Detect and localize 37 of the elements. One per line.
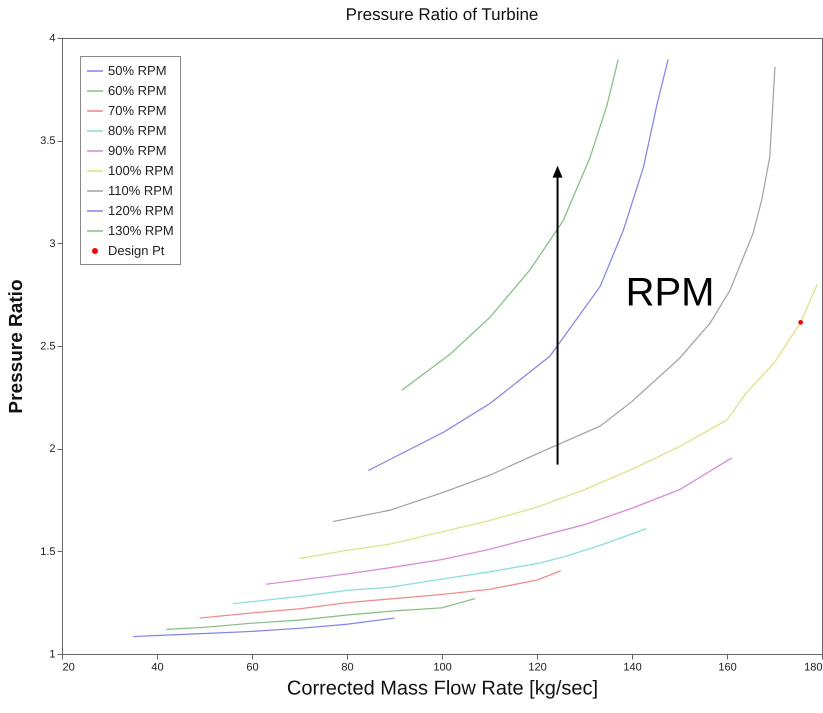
legend-label: Design Pt [108, 243, 165, 258]
x-tick-label: 80 [341, 662, 354, 674]
x-tick-label: 60 [246, 662, 259, 674]
line-series [232, 528, 647, 604]
x-tick-label: 120 [528, 662, 547, 674]
line-series [401, 58, 619, 391]
legend-label: 70% RPM [108, 103, 167, 118]
line-series [132, 617, 396, 638]
line-series [166, 598, 476, 630]
line-series [332, 66, 776, 522]
legend-label: 110% RPM [108, 183, 173, 198]
y-tick-label: 3.5 [40, 135, 56, 148]
y-tick-label: 2.5 [40, 340, 56, 352]
y-tick-label: 1.5 [40, 546, 56, 558]
y-tick-label: 1 [49, 648, 56, 660]
x-tick-label: 40 [151, 662, 164, 674]
x-axis-title: Corrected Mass Flow Rate [kg/sec] [286, 678, 598, 700]
legend-label: 90% RPM [108, 143, 167, 158]
legend-label: 80% RPM [108, 123, 167, 138]
x-tick-label: 140 [623, 662, 642, 674]
y-axis-title: Pressure Ratio [6, 279, 28, 414]
legend-label: 130% RPM [108, 223, 174, 238]
legend-label: 120% RPM [108, 203, 174, 218]
line-series [266, 457, 732, 585]
annotation: RPM [626, 270, 714, 315]
y-tick-label: 4 [49, 32, 56, 44]
chart-title: Pressure Ratio of Turbine [346, 5, 538, 24]
line-series [199, 570, 562, 619]
y-tick-label: 2 [49, 443, 56, 456]
x-tick-label: 160 [718, 662, 737, 674]
legend-label: 50% RPM [108, 63, 167, 78]
x-tick-label: 20 [62, 662, 75, 674]
x-tick-label: 180 [804, 662, 822, 674]
y-tick-label: 3 [49, 238, 56, 250]
legend-label: 60% RPM [108, 83, 167, 98]
legend-label: 100% RPM [108, 163, 174, 178]
x-tick-label: 100 [433, 662, 452, 674]
